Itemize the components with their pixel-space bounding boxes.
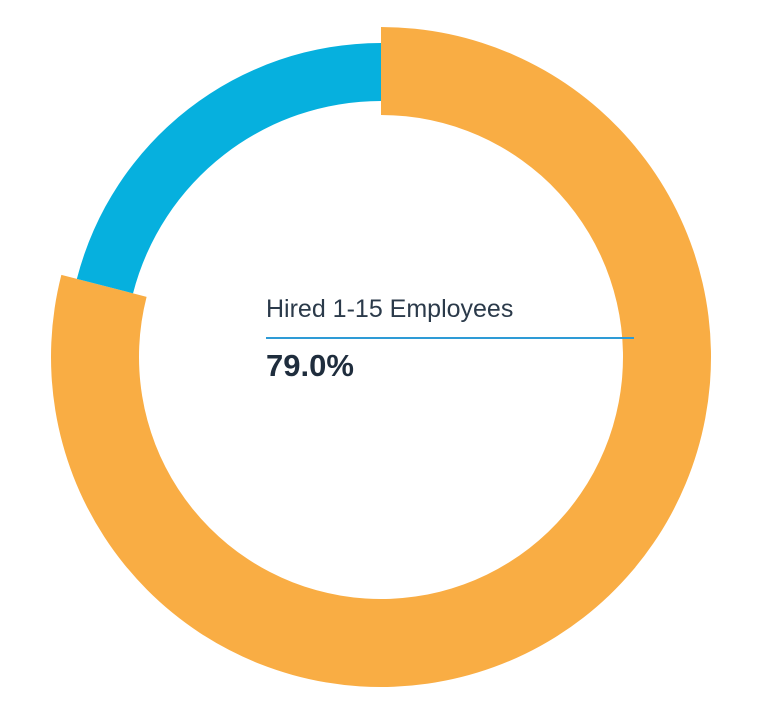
highlight-value: 79.0% [266, 348, 354, 383]
highlight-label: Hired 1-15 Employees [266, 295, 514, 323]
highlight-rule [266, 337, 634, 339]
pie-slice-0[interactable] [51, 27, 711, 687]
pie-slice-1[interactable] [76, 43, 381, 294]
